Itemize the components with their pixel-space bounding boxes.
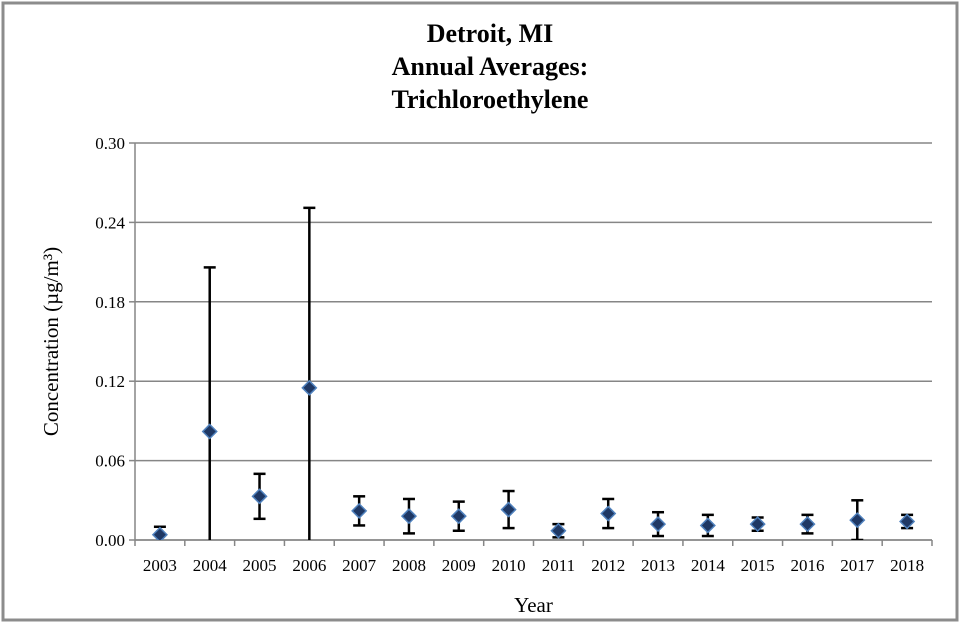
x-tick-label: 2015 bbox=[741, 556, 775, 575]
marker bbox=[849, 512, 866, 529]
x-tick-label: 2003 bbox=[143, 556, 177, 575]
y-tick-label: 0.06 bbox=[95, 452, 125, 471]
y-axis-label: Concentration (µg/m³) bbox=[39, 247, 63, 436]
x-tick-label: 2014 bbox=[691, 556, 726, 575]
marker bbox=[649, 516, 667, 533]
x-tick-label: 2012 bbox=[591, 556, 625, 575]
y-tick-label: 0.30 bbox=[95, 134, 125, 153]
x-tick-label: 2010 bbox=[492, 556, 526, 575]
x-tick-label: 2016 bbox=[790, 556, 824, 575]
marker bbox=[251, 488, 268, 505]
x-tick-label: 2008 bbox=[392, 556, 426, 575]
marker bbox=[400, 508, 418, 525]
marker bbox=[550, 522, 567, 539]
labels: Detroit, MI Annual Averages: Trichloroethy… bbox=[39, 19, 924, 617]
marker bbox=[301, 379, 318, 396]
x-tick-label: 2009 bbox=[442, 556, 476, 575]
marker bbox=[450, 508, 467, 525]
x-tick-label: 2018 bbox=[890, 556, 924, 575]
marker bbox=[600, 505, 617, 522]
x-tick-label: 2013 bbox=[641, 556, 675, 575]
x-tick-label: 2004 bbox=[193, 556, 228, 575]
marker bbox=[749, 516, 766, 533]
marker bbox=[151, 526, 168, 540]
x-tick-label: 2017 bbox=[840, 556, 875, 575]
x-axis-label: Year bbox=[514, 593, 553, 617]
chart-title: Trichloroethylene bbox=[392, 85, 589, 114]
marker bbox=[201, 423, 218, 440]
plot-area bbox=[151, 206, 916, 540]
x-tick-label: 2011 bbox=[542, 556, 575, 575]
chart-title: Detroit, MI bbox=[427, 19, 554, 48]
x-tick-label: 2005 bbox=[243, 556, 277, 575]
marker bbox=[351, 502, 368, 519]
grid bbox=[129, 142, 933, 546]
y-tick-label: 0.24 bbox=[95, 213, 125, 232]
x-tick-label: 2007 bbox=[342, 556, 377, 575]
y-tick-label: 0.00 bbox=[95, 531, 125, 550]
marker bbox=[899, 513, 916, 530]
marker bbox=[799, 516, 816, 533]
chart-title: Annual Averages: bbox=[392, 52, 589, 81]
y-tick-label: 0.12 bbox=[95, 372, 125, 391]
x-tick-label: 2006 bbox=[292, 556, 326, 575]
y-tick-label: 0.18 bbox=[95, 293, 125, 312]
marker bbox=[500, 501, 517, 518]
marker bbox=[699, 517, 716, 534]
